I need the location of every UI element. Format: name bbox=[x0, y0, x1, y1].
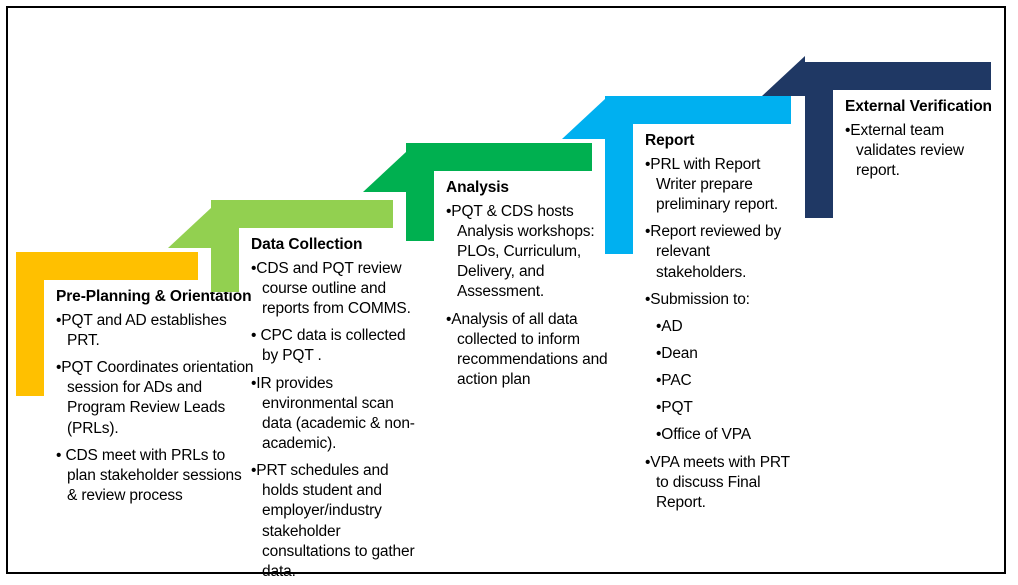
list-item-text: PQT Coordinates orientation session for … bbox=[61, 359, 254, 437]
list-item-text: Office of VPA bbox=[661, 426, 751, 444]
step-left-bar bbox=[406, 143, 434, 241]
list-item-text: CPC data is collected by PQT . bbox=[260, 327, 406, 365]
list-item-text: AD bbox=[661, 317, 683, 335]
list-item-text: PRL with Report Writer prepare prelimina… bbox=[650, 155, 779, 214]
bullet-glyph: • bbox=[645, 453, 651, 471]
list-item: •PQT and AD establishes PRT. bbox=[56, 311, 254, 351]
bullet-glyph: • bbox=[656, 399, 662, 417]
bullet-glyph: • bbox=[251, 327, 257, 345]
process-step-external-verification[interactable]: External Verification •External team val… bbox=[805, 62, 992, 218]
step-top-bar bbox=[16, 252, 198, 280]
step-title: Report bbox=[645, 132, 695, 149]
step-content: Data Collection •CDS and PQT review cour… bbox=[251, 236, 423, 585]
step-content: Report •PRL with Report Writer prepare p… bbox=[645, 132, 800, 520]
list-item: •VPA meets with PRT to discuss Final Rep… bbox=[645, 453, 800, 513]
bullet-glyph: • bbox=[656, 317, 662, 335]
bullet-glyph: • bbox=[56, 359, 62, 377]
step-accent-triangle bbox=[363, 152, 406, 192]
step-bullet-list: •PRL with Report Writer prepare prelimin… bbox=[645, 155, 800, 513]
list-item: •PRL with Report Writer prepare prelimin… bbox=[645, 155, 800, 215]
step-title: External Verification bbox=[845, 98, 992, 115]
list-item-text: Submission to: bbox=[650, 290, 750, 308]
list-item: •PQT bbox=[645, 398, 800, 418]
list-item-text: PQT and AD establishes PRT. bbox=[61, 311, 227, 350]
step-top-bar bbox=[211, 200, 393, 228]
list-item: •PAC bbox=[645, 371, 800, 391]
list-item: •External team validates review report. bbox=[845, 121, 1005, 181]
list-item: •Analysis of all data collected to infor… bbox=[446, 310, 614, 391]
list-item-text: PRT schedules and holds student and empl… bbox=[256, 462, 415, 580]
list-item: •AD bbox=[645, 317, 800, 337]
step-bullet-list: •CDS and PQT review course outline and r… bbox=[251, 259, 423, 585]
process-step-report[interactable]: Report •PRL with Report Writer prepare p… bbox=[605, 96, 791, 511]
list-item: •PQT Coordinates orientation session for… bbox=[56, 358, 254, 439]
bullet-glyph: • bbox=[56, 446, 62, 464]
list-item-text: Analysis of all data collected to inform… bbox=[451, 310, 608, 389]
process-step-analysis[interactable]: Analysis •PQT & CDS hosts Analysis works… bbox=[406, 143, 608, 388]
list-item-text: External team validates review report. bbox=[850, 121, 964, 180]
step-top-bar bbox=[805, 62, 991, 90]
list-item-text: PQT bbox=[661, 399, 693, 417]
step-title: Analysis bbox=[446, 179, 509, 196]
step-content: Analysis •PQT & CDS hosts Analysis works… bbox=[446, 179, 614, 397]
bullet-glyph: • bbox=[656, 345, 662, 363]
list-item: •Office of VPA bbox=[645, 425, 800, 445]
bullet-glyph: • bbox=[56, 311, 62, 329]
bullet-glyph: • bbox=[251, 374, 257, 392]
list-item-text: Dean bbox=[661, 345, 698, 363]
step-left-bar bbox=[805, 62, 833, 218]
step-title: Data Collection bbox=[251, 236, 363, 253]
list-item-text: VPA meets with PRT to discuss Final Repo… bbox=[650, 453, 790, 511]
bullet-glyph: • bbox=[845, 121, 851, 139]
step-title: Pre-Planning & Orientation bbox=[56, 288, 252, 305]
step-left-bar bbox=[16, 252, 44, 396]
list-item-text: IR provides environmental scan data (aca… bbox=[256, 374, 415, 453]
list-item: • CDS meet with PRLs to plan stakeholder … bbox=[56, 446, 254, 506]
step-top-bar bbox=[605, 96, 791, 124]
list-item: •Dean bbox=[645, 344, 800, 364]
list-item-text: PAC bbox=[661, 372, 692, 390]
bullet-glyph: • bbox=[656, 372, 662, 390]
step-bullet-list: •PQT & CDS hosts Analysis workshops: PLO… bbox=[446, 202, 614, 390]
bullet-glyph: • bbox=[446, 202, 452, 220]
list-item: •Submission to: bbox=[645, 290, 800, 310]
step-accent-triangle bbox=[762, 56, 805, 96]
list-item-text: CDS meet with PRLs to plan stakeholder s… bbox=[65, 446, 242, 505]
step-left-bar bbox=[605, 96, 633, 254]
step-bullet-list: •External team validates review report. bbox=[845, 121, 1005, 181]
step-bullet-list: •PQT and AD establishes PRT. •PQT Coordi… bbox=[56, 311, 254, 506]
step-content: Pre-Planning & Orientation •PQT and AD e… bbox=[56, 288, 254, 513]
list-item-text: CDS and PQT review course outline and re… bbox=[256, 259, 411, 318]
step-top-bar bbox=[406, 143, 592, 171]
step-left-bar bbox=[211, 200, 239, 292]
list-item-text: PQT & CDS hosts Analysis workshops: PLOs… bbox=[451, 202, 595, 301]
list-item: •PRT schedules and holds student and emp… bbox=[251, 461, 423, 582]
list-item: • CPC data is collected by PQT . bbox=[251, 326, 423, 366]
step-accent-triangle bbox=[562, 99, 605, 139]
bullet-glyph: • bbox=[645, 155, 651, 173]
step-content: External Verification •External team val… bbox=[845, 98, 1005, 188]
bullet-glyph: • bbox=[251, 259, 257, 277]
list-item-text: Report reviewed by relevant stakeholders… bbox=[650, 223, 782, 281]
bullet-glyph: • bbox=[645, 290, 651, 308]
bullet-glyph: • bbox=[251, 462, 257, 480]
process-step-pre-planning[interactable]: Pre-Planning & Orientation •PQT and AD e… bbox=[16, 252, 254, 504]
list-item: •IR provides environmental scan data (ac… bbox=[251, 374, 423, 455]
bullet-glyph: • bbox=[446, 310, 452, 328]
bullet-glyph: • bbox=[645, 223, 651, 241]
list-item: •PQT & CDS hosts Analysis workshops: PLO… bbox=[446, 202, 614, 303]
bullet-glyph: • bbox=[656, 426, 662, 444]
list-item: •CDS and PQT review course outline and r… bbox=[251, 259, 423, 319]
list-item: •Report reviewed by relevant stakeholder… bbox=[645, 222, 800, 282]
process-step-data-collection[interactable]: Data Collection •CDS and PQT review cour… bbox=[211, 200, 415, 580]
step-accent-triangle bbox=[168, 208, 211, 248]
